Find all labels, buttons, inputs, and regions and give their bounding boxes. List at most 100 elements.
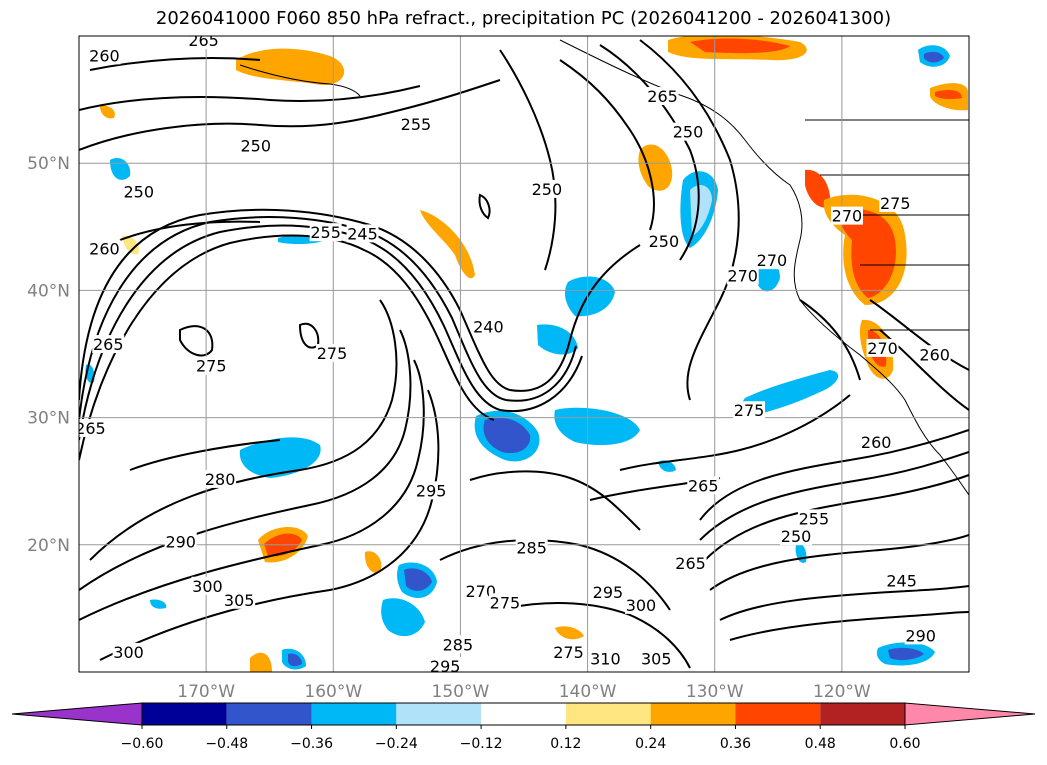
contour-label: 265 bbox=[647, 87, 678, 106]
contour-label-bg bbox=[223, 590, 256, 609]
contour-label: 270 bbox=[867, 339, 898, 358]
contour-label: 275 bbox=[880, 194, 911, 213]
contour-label-bg bbox=[646, 87, 679, 106]
colorbar-segment bbox=[820, 703, 905, 725]
contour-label-bg bbox=[92, 335, 125, 354]
contour-label-bg bbox=[755, 251, 788, 270]
contour-label: 260 bbox=[919, 345, 950, 364]
contour-label: 240 bbox=[473, 317, 504, 336]
contour-label: 295 bbox=[416, 481, 447, 500]
contour-label-bg bbox=[918, 345, 951, 364]
colorbar-tick-label: −0.36 bbox=[290, 736, 333, 752]
contour-label-bg bbox=[164, 532, 197, 551]
contour-label: 275 bbox=[196, 357, 227, 376]
contour-label-bg bbox=[515, 538, 548, 557]
contour-label: 275 bbox=[734, 401, 765, 420]
contour-label-bg bbox=[415, 481, 448, 500]
contour-label: 250 bbox=[673, 123, 704, 142]
contour-label-bg bbox=[830, 206, 863, 225]
contour-label-bg bbox=[879, 193, 912, 212]
contour-label-bg bbox=[552, 642, 585, 661]
contour-label-bg bbox=[780, 527, 813, 546]
contour-label: 285 bbox=[443, 635, 474, 654]
colorbar-extend-high bbox=[904, 702, 1036, 726]
longitude-ticks: 170°W 160°W 150°W 140°W 130°W 120°W bbox=[177, 682, 871, 702]
colorbar-tick-label: 0.24 bbox=[635, 736, 666, 752]
contour-label: 300 bbox=[626, 596, 657, 615]
contour-label: 265 bbox=[688, 476, 719, 495]
colorbar-segment bbox=[226, 703, 312, 725]
contour-label: 295 bbox=[430, 657, 461, 676]
colorbar-tick-label: 0.60 bbox=[889, 736, 920, 752]
contour-label-bg bbox=[441, 635, 474, 654]
latitude-tick-label: 20°N bbox=[27, 536, 70, 556]
contour-label-bg bbox=[726, 266, 759, 285]
contour-label: 245 bbox=[886, 572, 917, 591]
contour-label: 285 bbox=[516, 539, 547, 558]
contour-label: 250 bbox=[649, 232, 680, 251]
colorbar-segment bbox=[650, 703, 736, 725]
contour-label: 250 bbox=[240, 137, 271, 156]
latitude-ticks: 20°N 30°N 40°N 50°N bbox=[27, 154, 70, 556]
contour-label: 265 bbox=[93, 335, 124, 354]
contour-label-bg bbox=[88, 46, 121, 65]
colorbar-tick-label: 0.36 bbox=[720, 736, 751, 752]
contour-label: 245 bbox=[347, 224, 378, 243]
latitude-tick-label: 30°N bbox=[27, 409, 70, 429]
latitude-tick-label: 50°N bbox=[27, 154, 70, 174]
contour-label-bg bbox=[346, 224, 379, 243]
colorbar bbox=[11, 702, 1036, 726]
contour-label-bg bbox=[591, 583, 624, 602]
colorbar-segment bbox=[735, 703, 821, 725]
contour-label-bg bbox=[904, 626, 937, 645]
contour-label: 260 bbox=[89, 46, 120, 65]
contour-label-bg bbox=[860, 433, 893, 452]
contour-label-bg bbox=[733, 401, 766, 420]
contour-label-bg bbox=[239, 136, 272, 155]
colorbar-segment bbox=[142, 703, 227, 725]
colorbar-segment bbox=[481, 703, 566, 725]
contour-label-bg bbox=[647, 232, 680, 251]
contour-label: 255 bbox=[799, 509, 830, 528]
longitude-tick-label: 170°W bbox=[177, 682, 235, 702]
contour-label-bg bbox=[88, 239, 121, 258]
contour-label: 250 bbox=[123, 182, 154, 201]
contour-label-bg bbox=[672, 122, 705, 141]
colorbar-tick-label: −0.60 bbox=[121, 736, 164, 752]
contour-label-bg bbox=[624, 595, 657, 614]
contour-label: 250 bbox=[532, 180, 563, 199]
contour-label-bg bbox=[191, 576, 224, 595]
contour-label: 305 bbox=[641, 649, 672, 668]
contour-label-bg bbox=[79, 419, 107, 438]
contour-label: 265 bbox=[675, 554, 706, 573]
colorbar-tick-label: −0.48 bbox=[205, 736, 248, 752]
colorbar-tick-labels: −0.60 −0.48 −0.36 −0.24 −0.12 0.12 0.24 0.36 0.4… bbox=[121, 725, 921, 752]
contour-label-bg bbox=[674, 553, 707, 572]
contour-label: 260 bbox=[861, 433, 892, 452]
colorbar-tick-label: 0.48 bbox=[805, 736, 836, 752]
colorbar-segment bbox=[311, 703, 397, 725]
contour-label-bg bbox=[316, 344, 349, 362]
contour-label: 290 bbox=[165, 532, 196, 551]
longitude-tick-label: 120°W bbox=[813, 682, 871, 702]
contour-label: 265 bbox=[75, 419, 106, 438]
map-frame bbox=[78, 35, 970, 673]
contour-label: 270 bbox=[757, 251, 788, 270]
contour-label-bg bbox=[464, 581, 497, 600]
contour-label: 300 bbox=[113, 643, 144, 662]
contour-label: 305 bbox=[224, 591, 255, 610]
colorbar-tick-label: 0.12 bbox=[550, 736, 581, 752]
contour-label: 280 bbox=[205, 470, 236, 489]
contour-label: 270 bbox=[727, 266, 758, 285]
contour-label-bg bbox=[122, 182, 155, 201]
contour-label-bg bbox=[112, 642, 145, 661]
contour-label: 270 bbox=[465, 582, 496, 601]
contour-label: 290 bbox=[905, 626, 936, 645]
contour-label-bg bbox=[399, 115, 432, 134]
precipitation-shading bbox=[85, 36, 968, 672]
colorbar-tick-label: −0.12 bbox=[460, 736, 503, 752]
contour-label-bg bbox=[866, 338, 899, 357]
contour-label: 260 bbox=[89, 240, 120, 259]
contour-label: 275 bbox=[317, 344, 348, 363]
contour-label-bg bbox=[488, 593, 521, 612]
